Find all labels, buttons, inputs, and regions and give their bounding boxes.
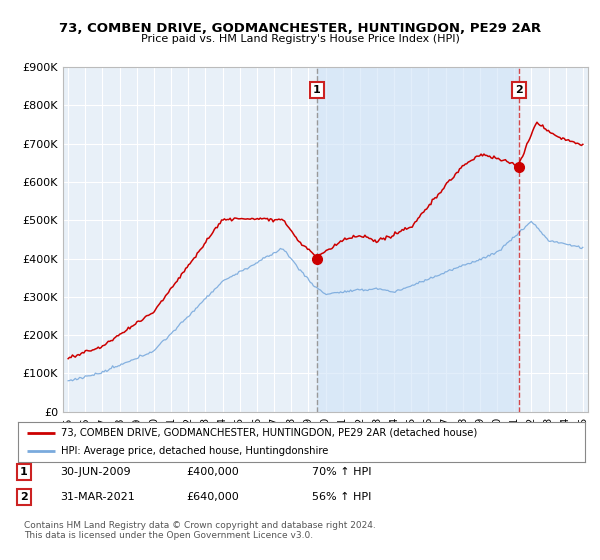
Text: 73, COMBEN DRIVE, GODMANCHESTER, HUNTINGDON, PE29 2AR: 73, COMBEN DRIVE, GODMANCHESTER, HUNTING… — [59, 22, 541, 35]
Bar — [317, 67, 518, 412]
Text: 30-JUN-2009: 30-JUN-2009 — [60, 467, 131, 477]
Text: Contains HM Land Registry data © Crown copyright and database right 2024.
This d: Contains HM Land Registry data © Crown c… — [24, 521, 376, 540]
Text: 2: 2 — [20, 492, 28, 502]
Text: £400,000: £400,000 — [186, 467, 239, 477]
Text: 2: 2 — [515, 85, 523, 95]
Text: 73, COMBEN DRIVE, GODMANCHESTER, HUNTINGDON, PE29 2AR (detached house): 73, COMBEN DRIVE, GODMANCHESTER, HUNTING… — [61, 428, 477, 437]
Text: 70% ↑ HPI: 70% ↑ HPI — [312, 467, 371, 477]
Text: 31-MAR-2021: 31-MAR-2021 — [60, 492, 135, 502]
Text: 56% ↑ HPI: 56% ↑ HPI — [312, 492, 371, 502]
Text: 1: 1 — [20, 467, 28, 477]
Text: Price paid vs. HM Land Registry's House Price Index (HPI): Price paid vs. HM Land Registry's House … — [140, 34, 460, 44]
Text: £640,000: £640,000 — [186, 492, 239, 502]
Text: HPI: Average price, detached house, Huntingdonshire: HPI: Average price, detached house, Hunt… — [61, 446, 328, 456]
Text: 1: 1 — [313, 85, 321, 95]
